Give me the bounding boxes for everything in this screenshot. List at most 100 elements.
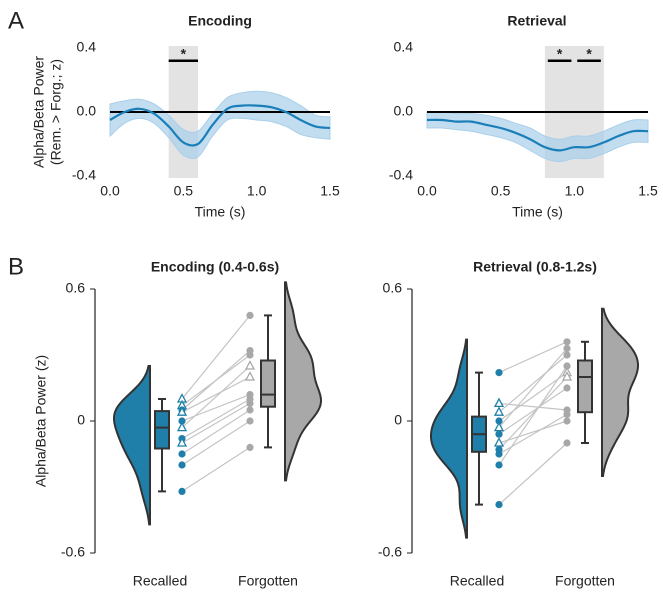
panel-label: A [8,7,24,34]
pair-line [181,402,251,444]
mean-line [109,104,331,147]
point [246,399,254,407]
pair-line [181,446,251,492]
point [178,461,186,469]
pair-line [498,413,568,455]
point [178,417,186,425]
point [493,437,505,447]
point [176,437,188,447]
point [176,421,188,432]
chart-title: Encoding (0.4-0.6s) [151,259,279,275]
point [563,344,571,352]
pair-line [498,442,568,506]
violin [112,365,151,526]
point [495,430,503,438]
ci-band [109,90,331,160]
point [495,369,503,377]
x-tick-label: 1.5 [320,183,340,199]
point [493,421,505,432]
x-tick-label: 1.5 [638,183,658,199]
x-tick-label: Forgotten [238,573,298,589]
x-tick-label: Forgotten [555,573,615,589]
chart-title: Retrieval (0.8-1.2s) [473,259,597,275]
significance-star: * [181,46,187,62]
point [563,351,571,359]
y-tick-label: -0.6 [61,544,85,560]
y-tick-label: 0.4 [77,39,97,55]
y-tick-label: 0.0 [394,103,414,119]
box [260,359,276,408]
point [493,406,505,416]
point [563,410,571,418]
y-tick-label: 0.6 [66,280,86,296]
violin [429,338,468,539]
chart-title: Encoding [188,13,252,29]
panel-label: B [8,253,24,280]
point [561,371,573,381]
point [178,487,186,495]
pair-line [498,372,568,422]
x-tick-label: 0.5 [491,183,511,199]
point [563,338,571,346]
y-axis-label: Alpha/Beta Power (z) [33,355,49,487]
mean-line [426,118,649,152]
y-tick-label: -0.4 [72,167,96,183]
pair-line [498,365,568,466]
y-tick-label: -0.6 [378,544,402,560]
point [176,406,188,416]
pair-line [181,420,251,466]
point [246,443,254,451]
significance-star: * [557,46,563,62]
x-axis-label: Time (s) [195,204,246,220]
violin [601,307,640,477]
point [563,417,571,425]
point [178,450,186,458]
pair-line [498,402,568,411]
point [495,501,503,509]
y-tick-label: -0.4 [389,167,413,183]
point [495,461,503,469]
y-tick-label: 0 [394,412,402,428]
point [246,406,254,414]
point [244,371,256,381]
pair-line [181,315,251,400]
pair-line [181,409,251,455]
pair-line [181,398,251,440]
pair-line [498,387,568,435]
x-tick-label: 1.0 [565,183,585,199]
chart-title: Retrieval [507,13,566,29]
box [154,410,170,450]
point [495,450,503,458]
box [577,359,593,414]
pair-line [498,420,568,444]
x-tick-label: Recalled [133,573,187,589]
pair-line [498,348,568,428]
point [563,439,571,447]
pair-line [181,350,251,411]
x-tick-label: 0.0 [417,183,437,199]
point [563,384,571,392]
point [244,360,256,370]
point [495,417,503,425]
y-tick-label: 0.0 [77,103,97,119]
violin [284,281,323,482]
significance-star: * [586,46,592,62]
point [246,417,254,425]
pair-line [181,365,251,429]
x-tick-label: 0.5 [174,183,194,199]
y-tick-label: 0.4 [394,39,414,55]
point [563,362,571,370]
point [246,311,254,319]
x-tick-label: Recalled [450,573,504,589]
y-tick-label: 0 [77,412,85,428]
pair-line [498,341,568,374]
x-axis-label: Time (s) [512,204,563,220]
x-tick-label: 0.0 [100,183,120,199]
y-axis-label: Alpha/Beta Power [31,56,47,168]
y-tick-label: 0.6 [383,280,403,296]
x-tick-label: 1.0 [247,183,267,199]
pair-line [498,354,568,413]
pair-line [181,376,251,413]
point [246,347,254,355]
